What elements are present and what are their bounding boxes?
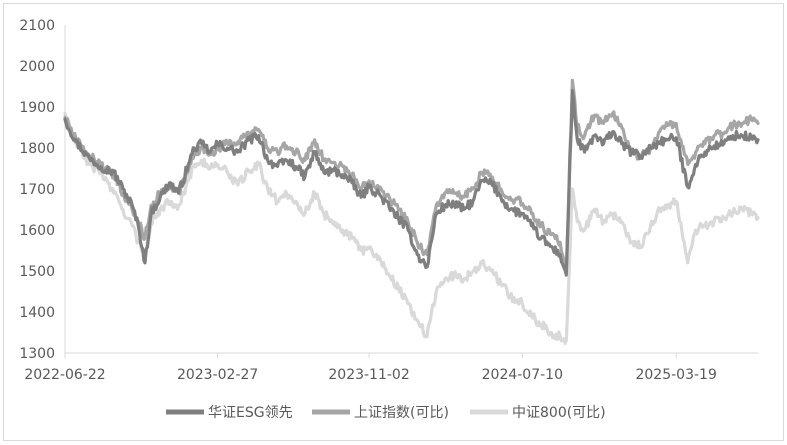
series-line-2 xyxy=(63,111,760,345)
y-tick-label: 2000 xyxy=(19,59,55,75)
legend-label-0: 华证ESG领先 xyxy=(208,405,293,421)
y-tick-label: 1600 xyxy=(19,223,55,239)
x-tick-label: 2022-06-22 xyxy=(24,367,105,383)
x-tick-label: 2023-02-27 xyxy=(177,367,258,383)
chart-frame xyxy=(3,3,784,441)
y-tick-label: 1700 xyxy=(19,182,55,198)
y-tick-label: 2100 xyxy=(19,18,55,34)
x-tick-label: 2023-11-02 xyxy=(328,367,409,383)
x-tick-label: 2024-07-10 xyxy=(482,367,563,383)
legend-label-2: 中证800(可比) xyxy=(512,405,606,421)
y-axis: 1300 1400 1500 1600 1700 1800 1900 2000 2100 xyxy=(19,18,66,362)
y-tick-label: 1900 xyxy=(19,100,55,116)
legend: 华证ESG领先 上证指数(可比) 中证800(可比) xyxy=(166,405,606,421)
legend-label-1: 上证指数(可比) xyxy=(354,405,449,421)
y-tick-label: 1400 xyxy=(19,305,55,321)
y-tick-label: 1300 xyxy=(19,346,55,362)
x-tick-label: 2025-03-19 xyxy=(635,367,716,383)
series-line-0 xyxy=(63,88,760,277)
y-tick-label: 1800 xyxy=(19,141,55,157)
x-axis: 2022-06-22 2023-02-27 2023-11-02 2024-07-10… xyxy=(24,352,758,383)
y-tick-label: 1500 xyxy=(19,264,55,280)
series-layer xyxy=(63,78,760,345)
